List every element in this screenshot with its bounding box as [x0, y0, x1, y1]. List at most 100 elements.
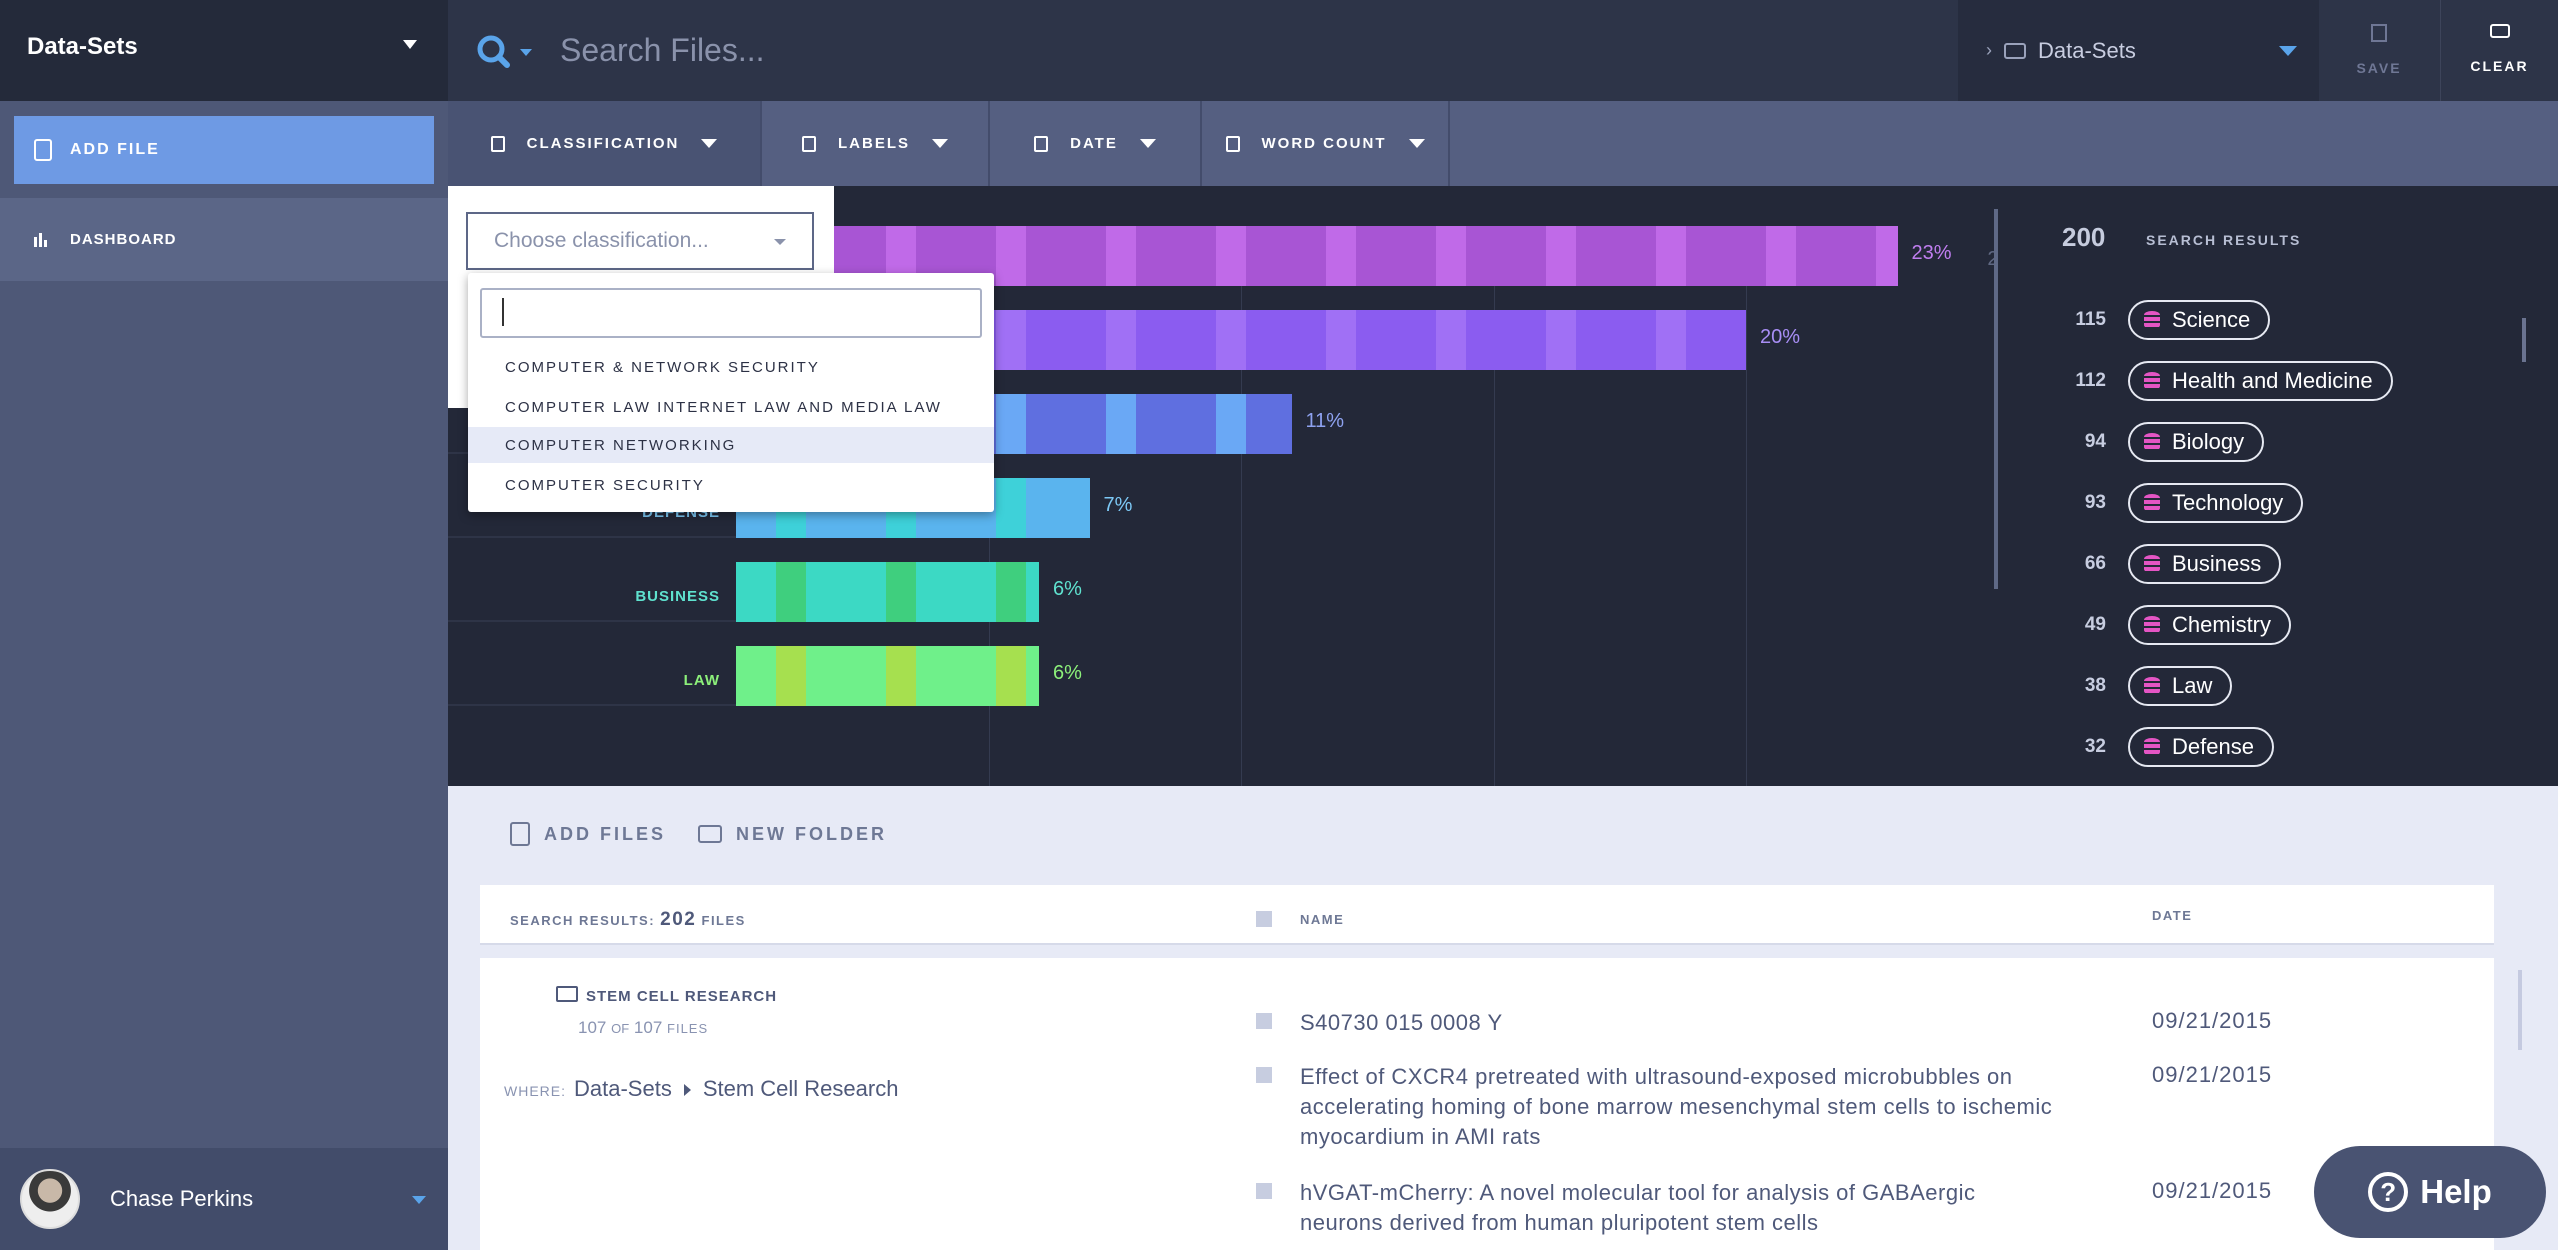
filter-bar: CLASSIFICATION LABELS DATE WORD COUNT: [448, 101, 2558, 186]
bar-value-label: 7%: [1103, 494, 1133, 516]
chevron-down-icon: [412, 1196, 426, 1204]
path-selector[interactable]: › Data-Sets: [1958, 0, 2319, 101]
filter-word-count[interactable]: WORD COUNT: [1202, 101, 1450, 186]
result-tag[interactable]: Law: [2128, 666, 2233, 706]
file-row[interactable]: Effect of CXCR4 pretreated with ultrasou…: [1256, 1062, 2271, 1152]
result-tag-label: Technology: [2172, 490, 2284, 515]
result-row[interactable]: 115 Science: [2040, 300, 2271, 340]
help-button[interactable]: ? Help: [2314, 1146, 2546, 1238]
table-header: [480, 885, 2494, 943]
filter-labels[interactable]: LABELS: [762, 101, 990, 186]
result-row[interactable]: 38 Law: [2040, 666, 2233, 706]
classification-option[interactable]: COMPUTER & NETWORK SECURITY: [505, 358, 820, 376]
result-row[interactable]: 66 Business: [2040, 544, 2282, 584]
file-checkbox[interactable]: [1256, 1013, 1272, 1029]
database-icon: [2144, 372, 2160, 390]
save-icon: [2371, 24, 2387, 42]
folder-item[interactable]: STEM CELL RESEARCH: [556, 985, 778, 1005]
result-row[interactable]: 93 Technology: [2040, 483, 2304, 523]
result-tag[interactable]: Defense: [2128, 727, 2274, 767]
folder-icon: [556, 985, 578, 1002]
classification-select[interactable]: Choose classification...: [466, 212, 814, 270]
classification-option[interactable]: COMPUTER SECURITY: [505, 476, 705, 494]
file-name[interactable]: Effect of CXCR4 pretreated with ultrasou…: [1300, 1064, 2053, 1149]
file-checkbox[interactable]: [1256, 1183, 1272, 1199]
result-tag[interactable]: Health and Medicine: [2128, 361, 2393, 401]
chart-scrollbar[interactable]: [1994, 209, 1998, 589]
result-row[interactable]: 94 Biology: [2040, 422, 2265, 462]
user-menu[interactable]: Chase Perkins: [0, 1148, 448, 1250]
add-file-button[interactable]: ADD FILE: [14, 116, 434, 184]
database-icon: [2144, 677, 2160, 695]
chevron-down-icon: [932, 139, 948, 148]
results-total: 200: [2062, 222, 2106, 252]
result-count: 93: [2084, 492, 2106, 513]
avatar: [20, 1169, 80, 1229]
search-icon[interactable]: [476, 34, 536, 79]
gridline: [1746, 276, 1747, 786]
bar-chart-icon: [34, 232, 47, 247]
result-tag[interactable]: Business: [2128, 544, 2282, 584]
search-input[interactable]: [560, 22, 1360, 78]
bar-value-label: 11%: [1305, 410, 1345, 432]
chevron-down-icon: [403, 40, 417, 49]
file-name[interactable]: hVGAT-mCherry: A novel molecular tool fo…: [1300, 1180, 1976, 1235]
result-tag[interactable]: Science: [2128, 300, 2271, 340]
new-folder-button[interactable]: NEW FOLDER: [698, 822, 887, 846]
question-icon: ?: [2368, 1172, 2409, 1212]
label-icon: [802, 135, 816, 152]
classification-search-input[interactable]: [480, 288, 982, 338]
new-folder-label: NEW FOLDER: [736, 823, 888, 844]
x-tick-label: 25: [1987, 248, 1998, 270]
result-tag[interactable]: Biology: [2128, 422, 2265, 462]
clear-icon: [2489, 24, 2510, 38]
breadcrumb-folder[interactable]: Stem Cell Research: [702, 1076, 899, 1101]
save-label: SAVE: [2356, 60, 2402, 76]
add-file-label: ADD FILE: [70, 141, 160, 158]
result-tag[interactable]: Chemistry: [2128, 605, 2292, 645]
filter-date[interactable]: DATE: [990, 101, 1202, 186]
save-button[interactable]: SAVE: [2320, 0, 2438, 101]
column-header-name[interactable]: NAME: [1300, 912, 1345, 927]
dataset-selector[interactable]: Data-Sets: [0, 0, 448, 101]
add-files-button[interactable]: ADD FILES: [510, 822, 666, 846]
result-row[interactable]: 49 Chemistry: [2040, 605, 2292, 645]
result-count: 115: [2075, 309, 2106, 330]
file-row[interactable]: hVGAT-mCherry: A novel molecular tool fo…: [1256, 1178, 2271, 1238]
text-cursor: [502, 298, 504, 326]
result-tag-label: Business: [2172, 551, 2262, 576]
results-count: 202: [660, 909, 697, 930]
filter-classification[interactable]: CLASSIFICATION: [448, 101, 762, 186]
file-name[interactable]: S40730 015 0008 Y: [1300, 1010, 1503, 1035]
bar-law[interactable]: [736, 646, 1039, 706]
bar-value-label: 6%: [1053, 578, 1082, 600]
result-tag-label: Biology: [2172, 429, 2245, 454]
file-row[interactable]: S40730 015 0008 Y 09/21/2015: [1256, 1008, 2271, 1038]
sidebar-item-dashboard[interactable]: DASHBOARD: [0, 198, 448, 281]
bar-business[interactable]: [736, 562, 1039, 622]
clear-label: CLEAR: [2470, 58, 2529, 74]
filter-label: LABELS: [838, 135, 910, 152]
column-header-date[interactable]: DATE: [2152, 908, 2193, 923]
result-tag[interactable]: Technology: [2128, 483, 2304, 523]
results-scrollbar[interactable]: [2522, 318, 2526, 362]
classification-option[interactable]: COMPUTER LAW INTERNET LAW AND MEDIA LAW: [505, 398, 942, 416]
clear-button[interactable]: CLEAR: [2440, 0, 2558, 101]
result-row[interactable]: 32 Defense: [2040, 727, 2274, 767]
row-separator: [448, 704, 748, 706]
bar-value-label: 23%: [1911, 242, 1952, 264]
classification-option[interactable]: COMPUTER NETWORKING: [468, 427, 994, 463]
table-scrollbar[interactable]: [2518, 970, 2522, 1050]
chevron-down-icon: [1408, 139, 1425, 148]
select-all-checkbox[interactable]: [1256, 911, 1272, 927]
folder-name: STEM CELL RESEARCH: [586, 988, 778, 1005]
dataset-title: Data-Sets: [27, 33, 138, 60]
chevron-right-icon: ›: [1986, 40, 1992, 60]
filter-label: CLASSIFICATION: [526, 135, 680, 152]
result-tag-label: Defense: [2172, 734, 2254, 759]
file-checkbox[interactable]: [1256, 1067, 1272, 1083]
result-row[interactable]: 112 Health and Medicine: [2040, 361, 2393, 401]
folder-location: WHERE: Data-Sets Stem Cell Research: [504, 1076, 899, 1101]
help-label: Help: [2420, 1173, 2492, 1210]
breadcrumb-root[interactable]: Data-Sets: [574, 1076, 672, 1101]
